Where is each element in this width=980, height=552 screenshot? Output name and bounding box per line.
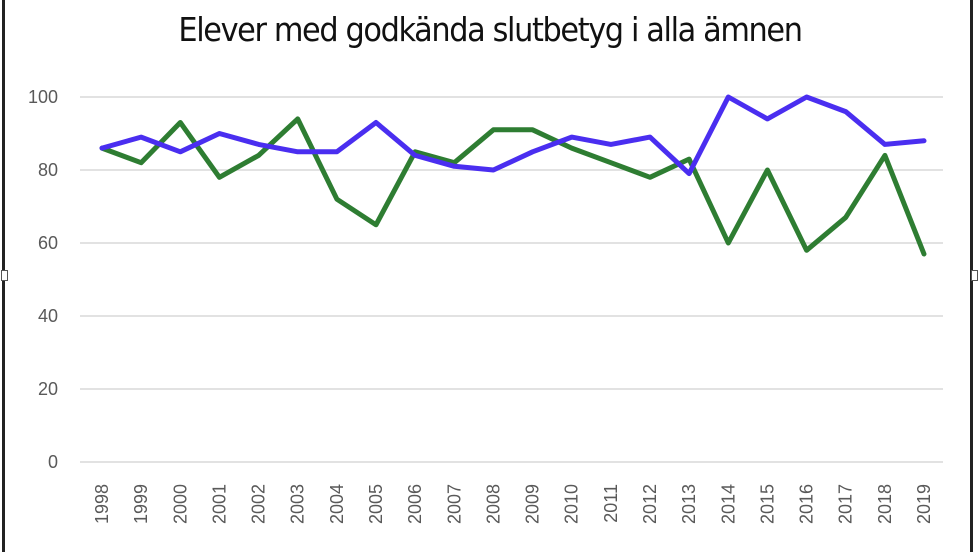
- x-tick-label: 2014: [718, 484, 738, 524]
- x-tick-label: 2001: [209, 484, 229, 524]
- x-tick-label: 2010: [562, 484, 582, 524]
- x-tick-label: 2000: [170, 484, 190, 524]
- x-axis-ticks: 1998 1999 2000 2001 2002 2003 2004 2005 2006 2007…: [92, 484, 934, 524]
- x-tick-label: 2015: [757, 484, 777, 524]
- x-tick-label: 2005: [366, 484, 386, 524]
- y-tick-label: 40: [38, 306, 58, 326]
- chart-title: Elever med godkända slutbetyg i alla ämn…: [178, 10, 803, 49]
- y-tick-label: 20: [38, 379, 58, 399]
- y-tick-label: 0: [48, 452, 58, 472]
- right-resize-handle[interactable]: [971, 270, 978, 281]
- y-tick-label: 60: [38, 233, 58, 253]
- x-tick-label: 2006: [405, 484, 425, 524]
- x-tick-label: 2011: [601, 484, 621, 523]
- y-axis-ticks: 0 20 40 60 80 100: [28, 87, 58, 472]
- x-tick-label: 1999: [131, 484, 151, 524]
- x-tick-label: 2017: [836, 484, 856, 524]
- x-tick-label: 2013: [679, 484, 699, 524]
- series-line-1: [99, 116, 927, 257]
- x-tick-label: 2009: [523, 484, 543, 524]
- x-tick-label: 2003: [288, 484, 308, 524]
- x-tick-label: 2019: [914, 484, 934, 524]
- series-lines: [99, 94, 927, 257]
- x-tick-label: 1998: [92, 484, 112, 524]
- y-tick-label: 100: [28, 87, 58, 107]
- x-tick-label: 2008: [483, 484, 503, 524]
- left-resize-handle[interactable]: [1, 270, 8, 281]
- x-tick-label: 2018: [875, 484, 895, 524]
- x-tick-label: 2004: [327, 484, 347, 524]
- x-tick-label: 2016: [797, 484, 817, 524]
- x-tick-label: 2012: [640, 484, 660, 524]
- series-line-2: [99, 94, 927, 177]
- x-tick-label: 2002: [249, 484, 269, 524]
- gridlines: [80, 96, 943, 463]
- y-tick-label: 80: [38, 160, 58, 180]
- x-tick-label: 2007: [444, 484, 464, 524]
